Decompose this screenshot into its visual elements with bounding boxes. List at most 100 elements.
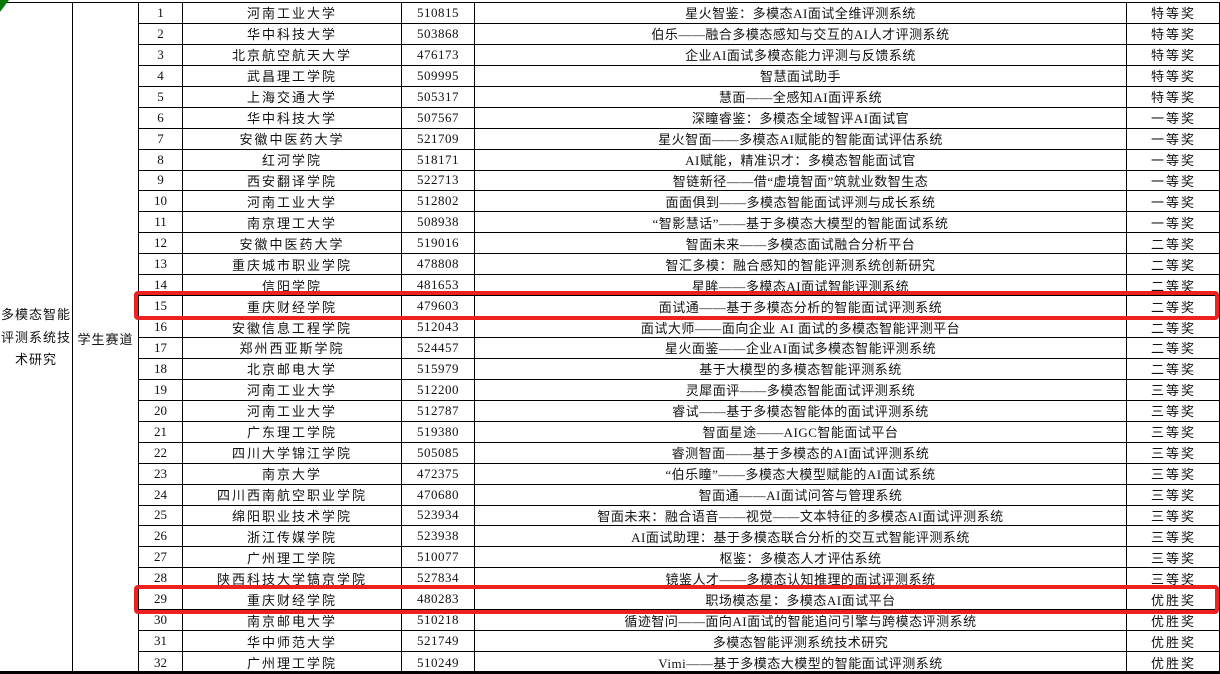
project-title-cell: Vimi——基于多模态大模型的智能面试评测系统 (475, 652, 1127, 673)
entry-code-cell: 507567 (402, 107, 475, 128)
school-cell: 武昌理工学院 (183, 65, 402, 86)
entry-code-cell: 510077 (402, 547, 475, 568)
table-row: 28 陕西科技大学镐京学院 527834 镜鉴人才——多模态认知推理的面试评测系… (139, 568, 1220, 590)
project-title-cell: “智影慧话”——基于多模态大模型的智能面试系统 (475, 212, 1127, 233)
entry-code-cell: 505085 (402, 442, 475, 463)
entry-code-cell: 476173 (402, 44, 475, 65)
award-cell: 二等奖 (1150, 362, 1196, 378)
award-cell: 三等奖 (1150, 529, 1196, 545)
school-cell: 广州理工学院 (183, 547, 402, 568)
table-rows: 1 河南工业大学 510815 星火智鉴：多模态AI面试全维评测系统 特等奖 2… (139, 3, 1220, 673)
table-row: 7 安徽中医药大学 521709 星火智面——多模态AI赋能的智能面试评估系统 … (139, 128, 1220, 150)
table-row: 10 河南工业大学 512802 面面俱到——多模态智能面试评测与成长系统 一等… (139, 191, 1220, 213)
project-title-cell: 星火智面——多模态AI赋能的智能面试评估系统 (475, 128, 1127, 149)
entry-code-cell: 522713 (402, 170, 475, 191)
track-label: 学生赛道 (77, 331, 134, 347)
table-row: 29 重庆财经学院 480283 职场模态星：多模态AI面试平台 优胜奖 (139, 589, 1220, 611)
school-cell: 华中科技大学 (183, 107, 402, 128)
track-cell: 学生赛道 (73, 3, 139, 673)
school-cell: 四川西南航空职业学院 (183, 484, 402, 505)
award-cell: 一等奖 (1150, 194, 1196, 210)
entry-code-cell: 527834 (402, 568, 475, 589)
project-title-cell: 职场模态星：多模态AI面试平台 (475, 589, 1127, 610)
row-number-cell: 27 (139, 547, 183, 568)
table-row: 31 华中师范大学 521749 多模态智能评测系统技术研究 优胜奖 (139, 631, 1220, 653)
school-cell: 河南工业大学 (183, 191, 402, 212)
table-row: 4 武昌理工学院 509995 智慧面试助手 特等奖 (139, 65, 1220, 87)
award-cell: 一等奖 (1150, 173, 1196, 189)
row-number-cell: 2 (139, 23, 183, 44)
project-title-cell: 枢鉴：多模态人才评估系统 (475, 547, 1127, 568)
school-cell: 北京航空航天大学 (183, 44, 402, 65)
school-cell: 重庆财经学院 (183, 589, 402, 610)
project-title-cell: 企业AI面试多模态能力评测与反馈系统 (475, 44, 1127, 65)
project-title-cell: 睿测智面——基于多模态的AI面试评测系统 (475, 442, 1127, 463)
table-row: 15 重庆财经学院 479603 面试通——基于多模态分析的智能面试评测系统 二… (139, 296, 1220, 318)
award-cell: 二等奖 (1150, 257, 1196, 273)
award-cell: 三等奖 (1150, 404, 1196, 420)
award-cell: 优胜奖 (1150, 592, 1196, 608)
entry-code-cell: 521709 (402, 128, 475, 149)
row-number-cell: 7 (139, 128, 183, 149)
school-cell: 红河学院 (183, 149, 402, 170)
school-cell: 华中科技大学 (183, 23, 402, 44)
award-cell: 二等奖 (1150, 278, 1196, 294)
row-number-cell: 1 (139, 3, 183, 23)
row-number-cell: 17 (139, 338, 183, 358)
row-number-cell: 18 (139, 358, 183, 379)
award-cell: 二等奖 (1150, 341, 1196, 357)
row-number-cell: 22 (139, 442, 183, 463)
project-title-cell: 面面俱到——多模态智能面试评测与成长系统 (475, 191, 1127, 212)
project-title-cell: 星眸——多模态AI面试智能评测系统 (475, 275, 1127, 296)
entry-code-cell: 523934 (402, 505, 475, 526)
row-number-cell: 11 (139, 212, 183, 233)
entry-code-cell: 470680 (402, 484, 475, 505)
row-number-cell: 4 (139, 65, 183, 86)
entry-code-cell: 480283 (402, 589, 475, 610)
award-cell: 优胜奖 (1150, 613, 1196, 629)
table-row: 32 广州理工学院 510249 Vimi——基于多模态大模型的智能面试评测系统… (139, 652, 1220, 673)
row-number-cell: 9 (139, 170, 183, 191)
award-cell: 三等奖 (1150, 467, 1196, 483)
entry-code-cell: 510218 (402, 610, 475, 631)
entry-code-cell: 505317 (402, 86, 475, 107)
table-row: 22 四川大学锦江学院 505085 睿测智面——基于多模态的AI面试评测系统 … (139, 442, 1220, 464)
row-number-cell: 32 (139, 652, 183, 673)
award-cell: 三等奖 (1150, 488, 1196, 504)
table-row: 21 广东理工学院 519380 智面星途——AIGC智能面试平台 三等奖 (139, 421, 1220, 443)
award-cell: 一等奖 (1150, 111, 1196, 127)
entry-code-cell: 519016 (402, 233, 475, 254)
entry-code-cell: 519380 (402, 421, 475, 442)
entry-code-cell: 503868 (402, 23, 475, 44)
project-title-cell: 睿试——基于多模态智能体的面试评测系统 (475, 400, 1127, 421)
entry-code-cell: 508938 (402, 212, 475, 233)
table-row: 13 重庆城市职业学院 478808 智汇多模：融合感知的智能评测系统创新研究 … (139, 254, 1220, 276)
award-cell: 特等奖 (1150, 6, 1196, 22)
row-number-cell: 21 (139, 421, 183, 442)
table-row: 16 安徽信息工程学院 512043 面试大师——面向企业 AI 面试的多模态智… (139, 317, 1220, 338)
school-cell: 上海交通大学 (183, 86, 402, 107)
school-cell: 华中师范大学 (183, 631, 402, 652)
project-title-cell: 星火面鉴——企业AI面试多模态智能评测系统 (475, 338, 1127, 358)
table-row: 8 红河学院 518171 AI赋能，精准识才：多模态智能面试官 一等奖 (139, 149, 1220, 171)
row-number-cell: 23 (139, 463, 183, 484)
row-number-cell: 13 (139, 254, 183, 275)
entry-code-cell: 512787 (402, 400, 475, 421)
row-number-cell: 6 (139, 107, 183, 128)
entry-code-cell: 510815 (402, 3, 475, 23)
row-number-cell: 5 (139, 86, 183, 107)
project-title-cell: 慧面——全感知AI面评系统 (475, 86, 1127, 107)
row-number-cell: 12 (139, 233, 183, 254)
school-cell: 安徽中医药大学 (183, 233, 402, 254)
entry-code-cell: 512200 (402, 379, 475, 400)
entry-code-cell: 509995 (402, 65, 475, 86)
award-cell: 一等奖 (1150, 215, 1196, 231)
table-row: 17 郑州西亚斯学院 524457 星火面鉴——企业AI面试多模态智能评测系统 … (139, 338, 1220, 359)
row-number-cell: 25 (139, 505, 183, 526)
school-cell: 重庆财经学院 (183, 296, 402, 317)
entry-code-cell: 512043 (402, 317, 475, 337)
award-cell: 三等奖 (1150, 508, 1196, 524)
row-number-cell: 3 (139, 44, 183, 65)
